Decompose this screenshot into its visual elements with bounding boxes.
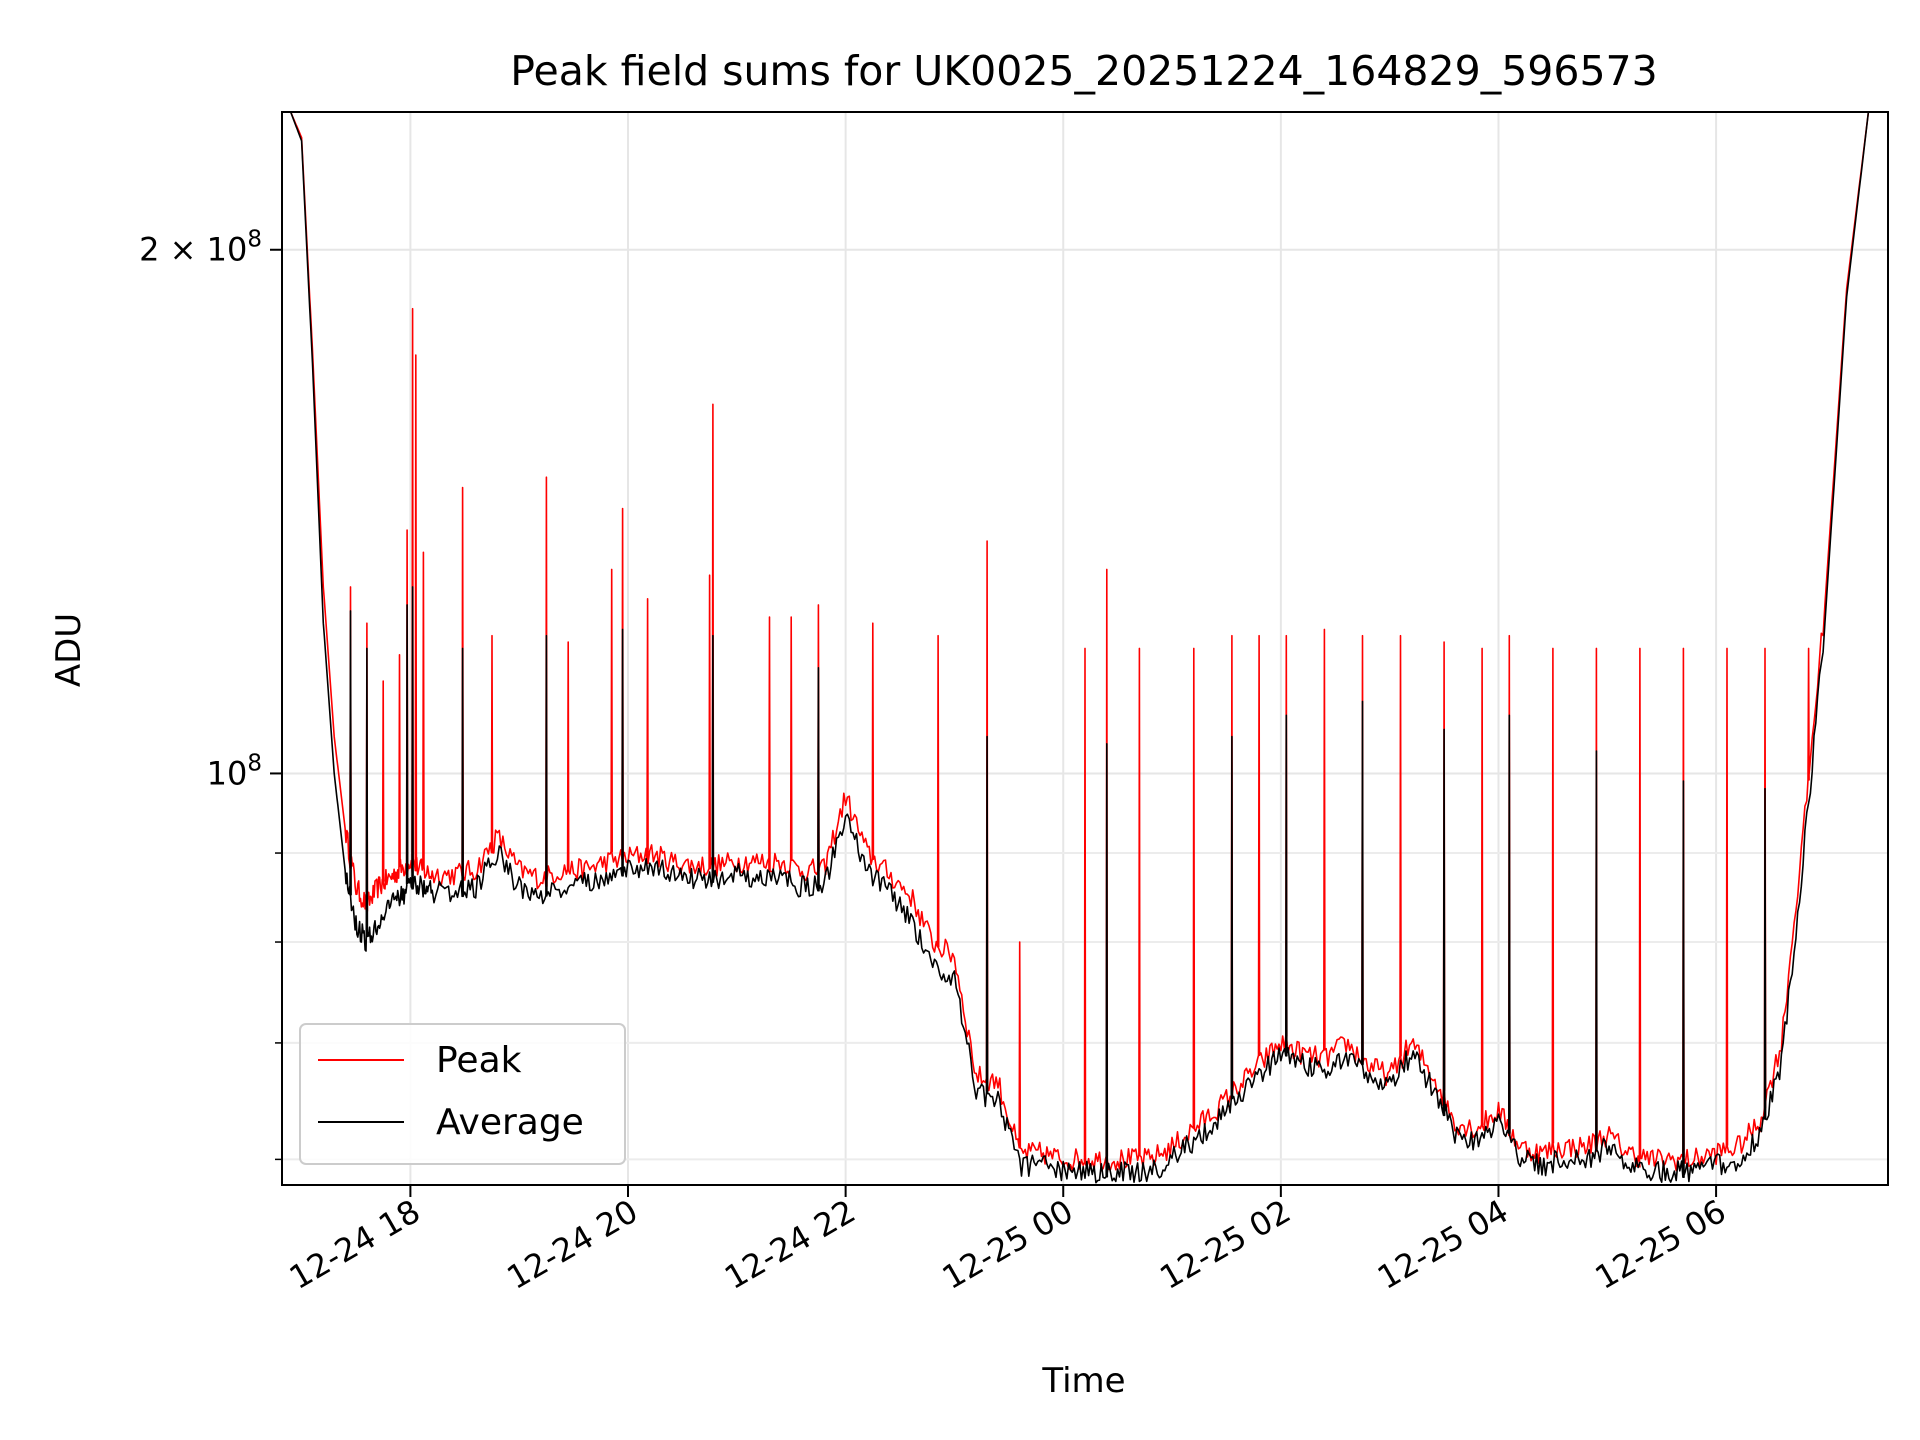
y-tick-label: 108 — [207, 750, 262, 792]
y-axis-label: ADU — [49, 613, 89, 687]
chart-title: Peak field sums for UK0025_20251224_1648… — [510, 47, 1657, 95]
x-axis-label: Time — [1041, 1361, 1125, 1401]
legend-average-label: Average — [436, 1102, 584, 1143]
legend: Peak Average — [299, 1023, 626, 1165]
series-layer — [282, 112, 1888, 1184]
series-line-average — [282, 112, 1888, 1184]
legend-peak-label: Peak — [436, 1040, 522, 1081]
y-tick-label: 2 × 108 — [139, 227, 262, 269]
y-axis-ticks: 108 2 × 108 — [139, 227, 282, 1161]
plot-frame — [281, 111, 1889, 1186]
series-line-peak — [282, 112, 1888, 1172]
